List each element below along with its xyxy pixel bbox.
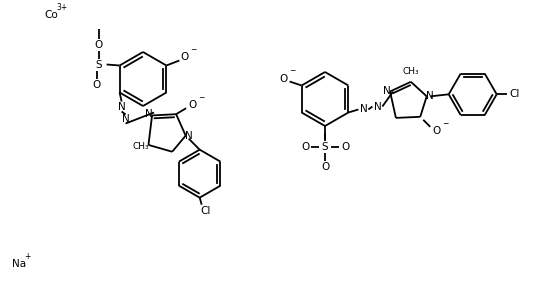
Text: N: N [374,102,381,112]
Text: N: N [383,86,391,96]
Text: CH₃: CH₃ [403,67,419,76]
Text: Cl: Cl [510,89,520,99]
Text: O: O [279,73,288,84]
Text: S: S [95,59,102,69]
Text: O: O [95,40,103,49]
Text: Cl: Cl [200,206,211,216]
Text: O: O [301,142,309,152]
Text: Co: Co [44,10,58,20]
Text: Na: Na [12,259,26,269]
Text: O: O [92,79,101,90]
Text: −: − [289,67,296,75]
Text: O: O [341,142,349,152]
Text: 3+: 3+ [56,3,67,12]
Text: O: O [188,100,196,110]
Text: N: N [185,131,193,141]
Text: O: O [321,162,329,172]
Text: N: N [122,115,129,125]
Text: S: S [322,142,328,152]
Text: CH₃: CH₃ [132,142,149,152]
Text: N: N [118,102,126,112]
Text: −: − [442,119,448,128]
Text: O: O [180,53,188,63]
Text: N: N [426,91,433,101]
Text: N: N [359,104,367,115]
Text: +: + [24,252,31,261]
Text: N: N [145,109,153,119]
Text: −: − [191,46,197,55]
Text: −: − [198,93,205,102]
Text: O: O [432,126,440,136]
